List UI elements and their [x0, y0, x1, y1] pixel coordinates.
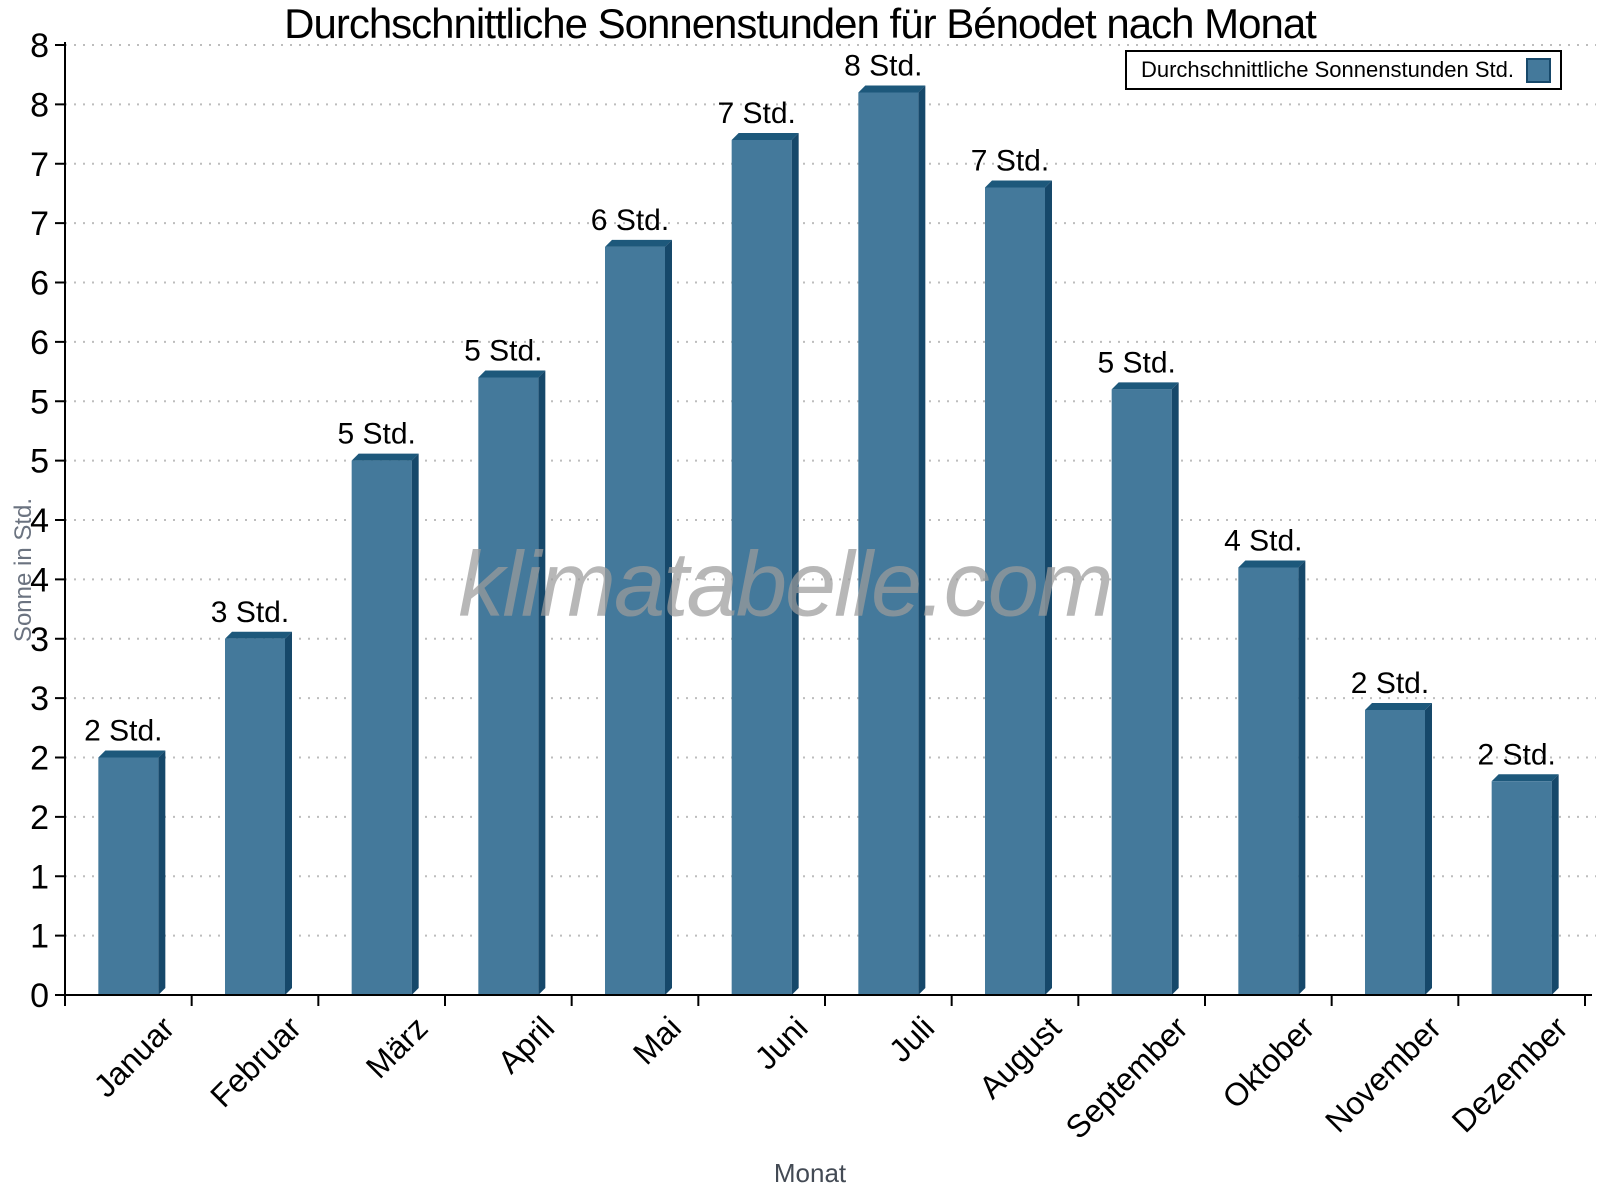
- x-tick-label: Juni: [748, 1009, 815, 1076]
- x-tick-label: März: [359, 1009, 435, 1085]
- bar-value-label: 2 Std.: [84, 715, 162, 748]
- bar-top-face: [1365, 703, 1432, 710]
- x-tick-label: September: [1058, 1009, 1194, 1145]
- x-tick-label: Oktober: [1215, 1009, 1321, 1115]
- bar-side-face: [1045, 180, 1052, 995]
- y-tick-label: 8: [30, 27, 49, 65]
- y-tick-label: 4: [30, 561, 49, 599]
- bar-side-face: [1551, 774, 1559, 995]
- x-tick-label: Dezember: [1445, 1009, 1575, 1139]
- y-tick-label: 0: [30, 977, 49, 1015]
- bar-value-label: 7 Std.: [717, 97, 795, 130]
- bar-value-label: 3 Std.: [211, 596, 289, 629]
- bar: [985, 187, 1045, 995]
- bar-value-label: 2 Std.: [1477, 738, 1555, 771]
- bar-side-face: [918, 85, 926, 995]
- y-tick-label: 1: [30, 858, 49, 896]
- bar-top-face: [731, 133, 799, 140]
- bar-side-face: [538, 370, 546, 995]
- y-tick-label: 5: [30, 383, 49, 421]
- bar: [1111, 389, 1172, 995]
- y-tick-label: 6: [30, 265, 49, 303]
- y-tick-label: 7: [30, 146, 49, 184]
- y-tick-label: 5: [30, 443, 49, 481]
- bar-side-face: [665, 239, 672, 995]
- x-tick-label: Januar: [87, 1009, 182, 1104]
- bar-side-face: [285, 631, 292, 995]
- bar: [98, 757, 159, 995]
- bar-value-label: 5 Std.: [337, 418, 415, 451]
- y-tick-label: 1: [30, 918, 49, 956]
- y-tick-label: 7: [30, 205, 49, 243]
- bar: [351, 460, 412, 995]
- bar-top-face: [225, 631, 292, 639]
- x-axis-title: Monat: [773, 1158, 847, 1188]
- y-tick-label: 4: [30, 502, 49, 540]
- bar: [1238, 567, 1299, 995]
- y-axis-title: Sonne in Std.: [10, 497, 37, 643]
- x-tick-label: April: [491, 1009, 562, 1080]
- bar-side-face: [158, 750, 166, 995]
- bar-top-face: [98, 750, 166, 758]
- bar-value-label: 2 Std.: [1351, 667, 1429, 700]
- bar: [605, 246, 665, 995]
- bar-top-face: [1238, 560, 1306, 568]
- chart-title: Durchschnittliche Sonnenstunden für Béno…: [284, 0, 1317, 47]
- bar-value-label: 4 Std.: [1224, 525, 1302, 558]
- bar: [858, 92, 919, 995]
- y-tick-label: 3: [30, 621, 49, 659]
- bar-top-face: [858, 85, 926, 93]
- bar: [1491, 781, 1552, 995]
- bar-side-face: [791, 133, 799, 995]
- y-tick-label: 2: [30, 740, 49, 778]
- y-tick-label: 3: [30, 680, 49, 718]
- x-tick-label: Juli: [882, 1009, 941, 1068]
- legend-swatch-icon: [1526, 57, 1551, 83]
- bar-side-face: [411, 453, 419, 995]
- x-tick-label: November: [1318, 1009, 1448, 1139]
- bar-side-face: [1171, 382, 1179, 995]
- bar-value-label: 5 Std.: [464, 335, 542, 368]
- y-tick-label: 8: [30, 86, 49, 124]
- bar: [1365, 710, 1425, 995]
- bar-value-label: 8 Std.: [844, 50, 922, 83]
- bar: [478, 377, 539, 995]
- legend-label: Durchschnittliche Sonnenstunden Std.: [1140, 57, 1514, 82]
- bar-value-label: 7 Std.: [971, 145, 1049, 178]
- bar: [731, 140, 792, 995]
- x-tick-label: Mai: [626, 1009, 688, 1071]
- legend: Durchschnittliche Sonnenstunden Std.: [1124, 50, 1562, 90]
- bar-top-face: [351, 453, 419, 461]
- y-tick-label: 6: [30, 324, 49, 362]
- bar-top-face: [1111, 382, 1179, 390]
- x-tick-label: August: [972, 1009, 1068, 1105]
- bar-top-face: [1491, 774, 1559, 782]
- bar-side-face: [1298, 560, 1306, 995]
- bar: [225, 638, 285, 995]
- y-tick-label: 2: [30, 799, 49, 837]
- bar-top-face: [478, 370, 546, 378]
- bar-value-label: 6 Std.: [591, 204, 669, 237]
- bar-top-face: [605, 239, 672, 247]
- bar-top-face: [985, 180, 1052, 188]
- bar-value-label: 5 Std.: [1097, 346, 1175, 379]
- x-tick-label: Februar: [203, 1009, 308, 1114]
- bar-side-face: [1425, 703, 1432, 995]
